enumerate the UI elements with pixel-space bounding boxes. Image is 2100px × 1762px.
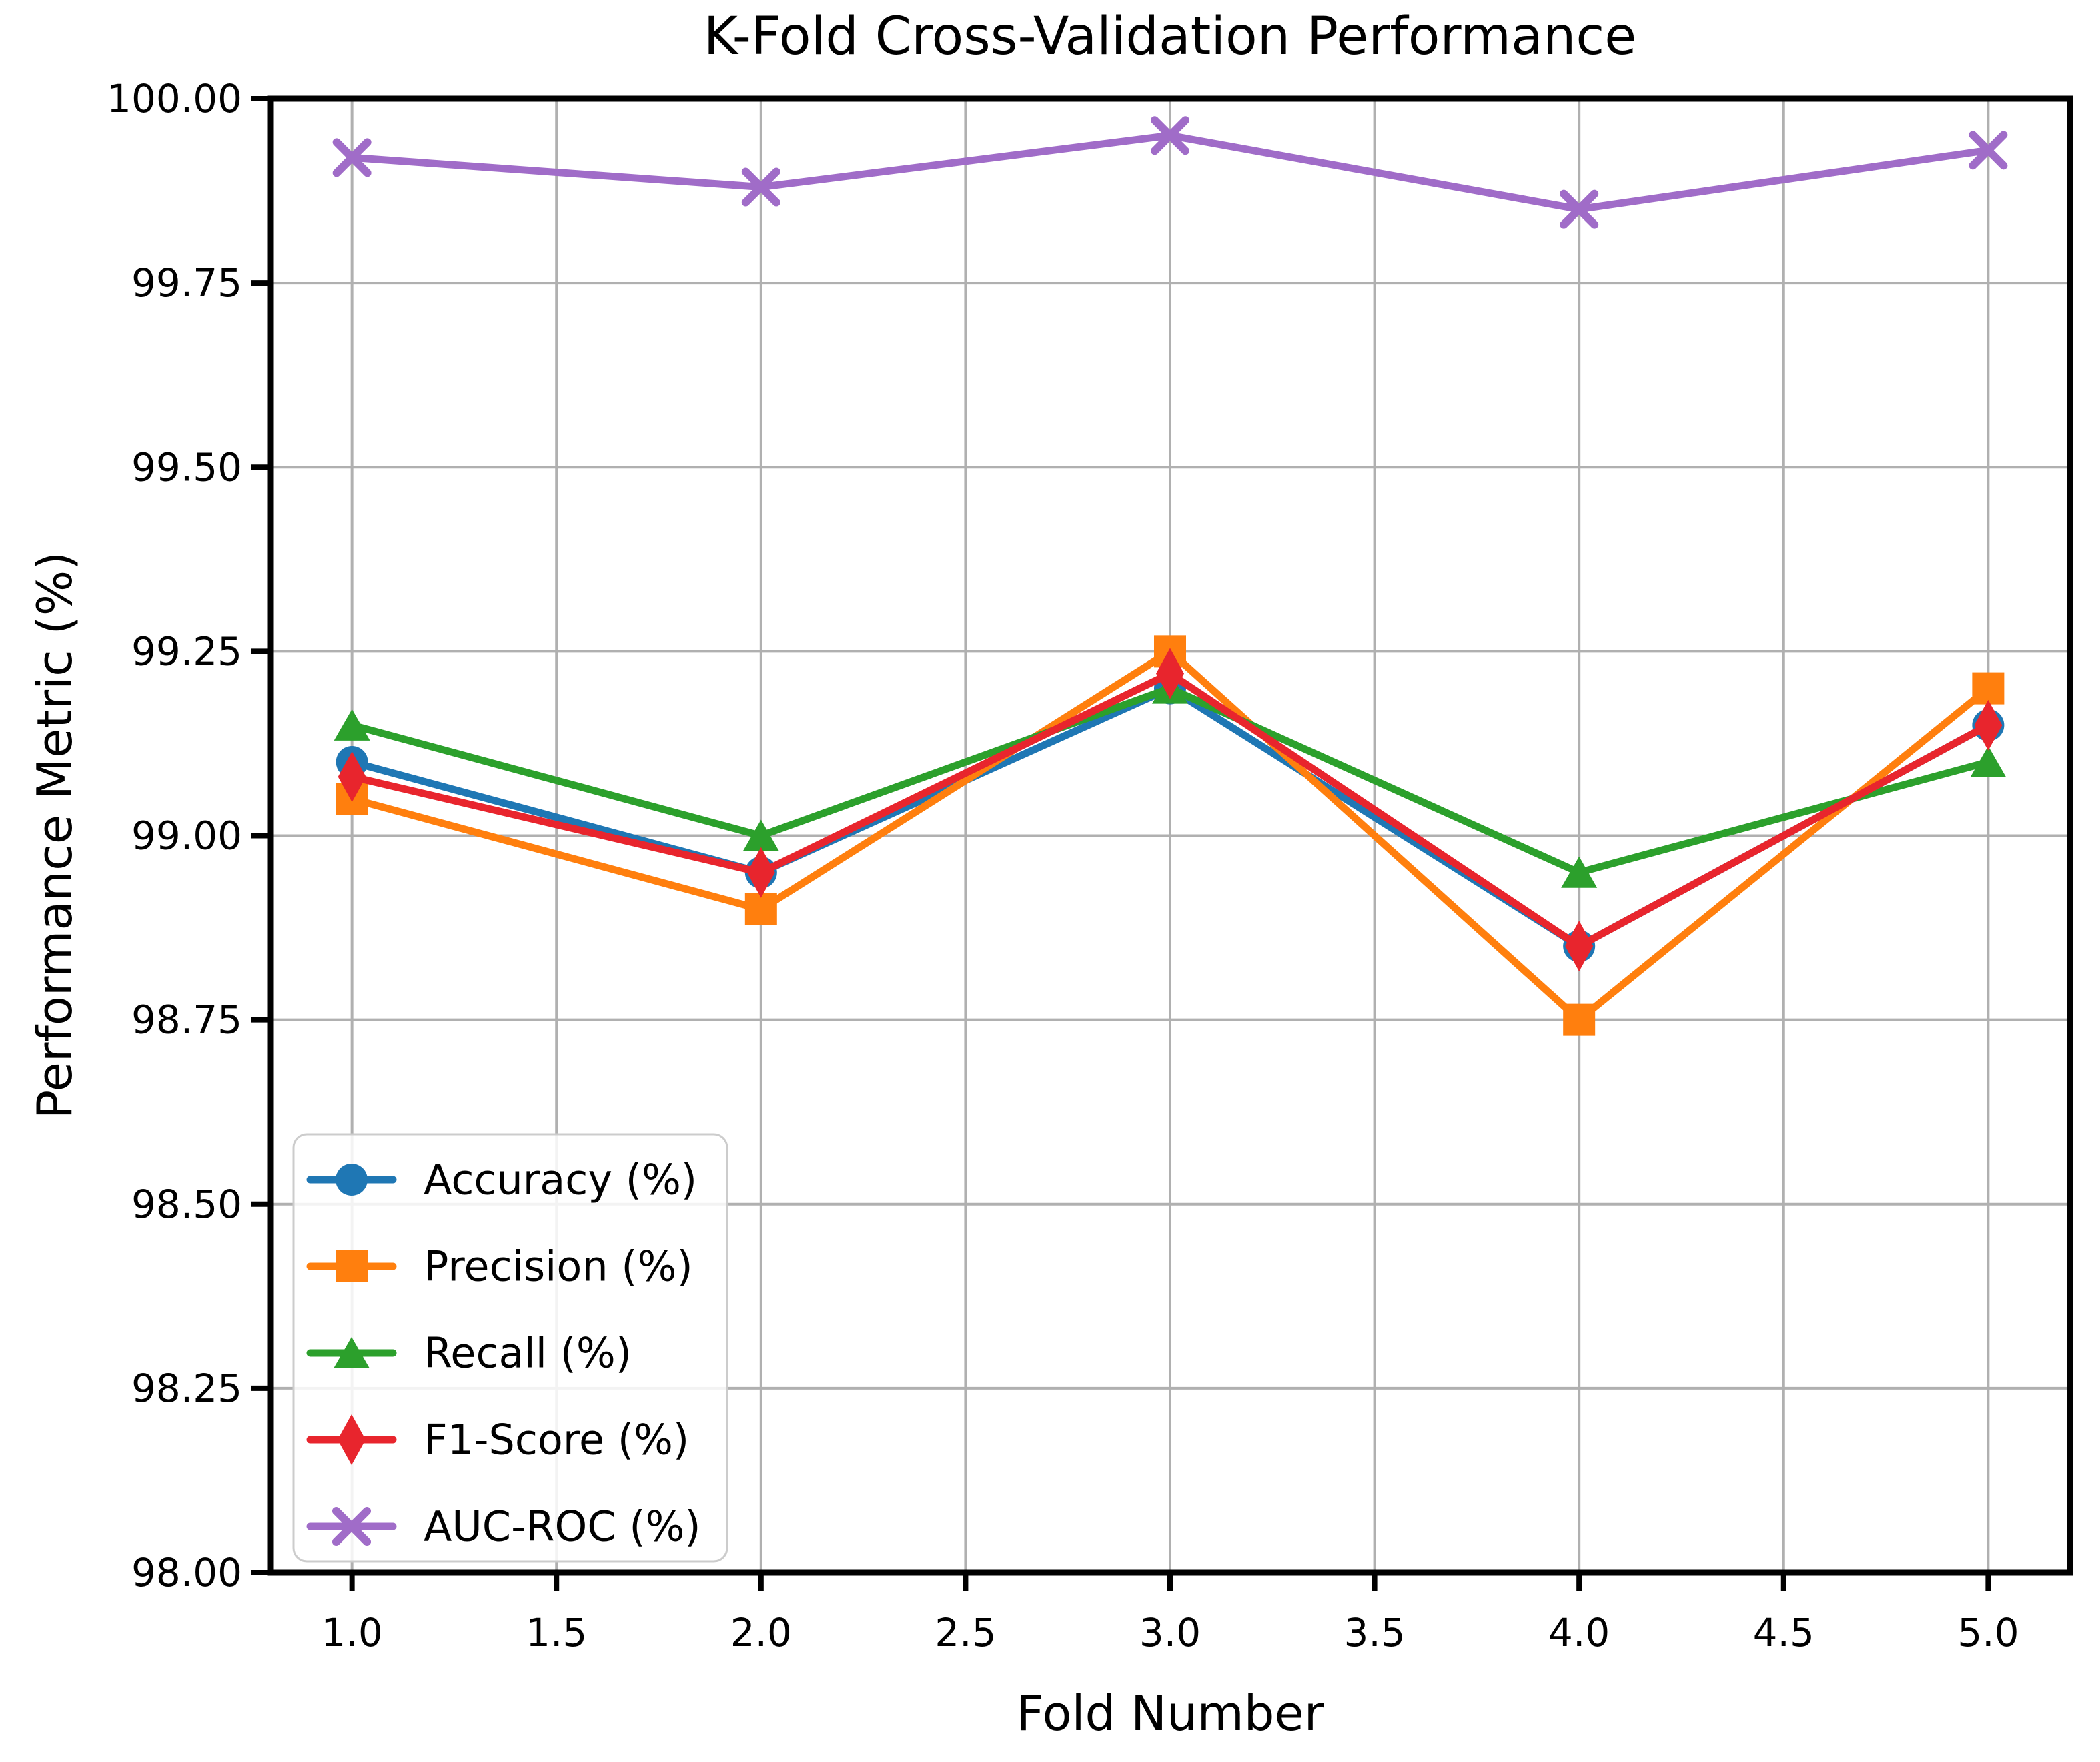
series-auc-roc- [332,116,2008,229]
y-tick-label: 98.00 [131,1550,242,1595]
data-point-marker [1151,116,1189,155]
legend-item: Recall (%) [306,1329,632,1378]
y-tick-label: 98.50 [131,1182,242,1227]
data-point-marker [1565,921,1594,972]
x-tick-label: 3.0 [1139,1610,1201,1655]
y-tick-label: 100.00 [107,76,242,121]
legend-item: F1-Score (%) [306,1414,689,1465]
legend-label: AUC-ROC (%) [424,1502,701,1551]
y-tick-label: 98.25 [131,1366,242,1411]
legend-item: Precision (%) [306,1242,693,1291]
x-tick-label: 5.0 [1957,1610,2019,1655]
series-f1-score- [338,648,2003,972]
data-point-marker [1974,699,2003,751]
legend-label: Recall (%) [424,1329,632,1378]
axes-spines [267,95,2073,1576]
data-point-marker [338,751,366,803]
x-tick-label: 1.5 [526,1610,587,1655]
y-tick-label: 99.75 [131,260,242,306]
legend-sample-marker [332,1507,371,1546]
data-point-marker [742,819,779,851]
data-point-marker [744,893,777,925]
x-axis-title: Fold Number [1016,1685,1324,1741]
legend-sample-marker [336,1164,368,1196]
x-tick-label: 4.5 [1753,1610,1814,1655]
tick-layer: 98.00 98.25 98.50 98.75 99.00 99.25 99.50 99.75… [107,76,2019,1655]
data-point-marker [1560,189,1599,229]
data-point-marker [741,167,780,207]
data-point-marker [1969,131,2008,170]
legend-sample-marker [338,1414,366,1465]
data-point-marker [746,847,775,898]
x-tick-label: 1.0 [322,1610,383,1655]
legend-item: Accuracy (%) [306,1156,697,1204]
legend-label: F1-Score (%) [424,1416,689,1464]
data-point-marker [1972,672,2005,705]
x-tick-label: 3.5 [1344,1610,1405,1655]
x-tick-label: 2.5 [935,1610,996,1655]
chart-title: K-Fold Cross-Validation Performance [703,7,1637,67]
y-tick-label: 99.25 [131,628,242,674]
data-point-marker [1561,856,1598,888]
legend-sample-marker [334,1337,370,1368]
data-point-marker [1970,746,2007,778]
legend-label: Accuracy (%) [424,1156,697,1204]
y-tick-label: 99.50 [131,444,242,490]
data-point-marker [1563,1003,1596,1036]
data-point-marker [1156,648,1184,699]
data-point-marker [332,138,372,177]
legend-frame [292,1133,728,1563]
x-tick-label: 2.0 [730,1610,792,1655]
y-tick-label: 99.00 [131,813,242,859]
y-tick-label: 98.75 [131,997,242,1043]
legend-sample-marker [336,1250,368,1282]
data-point-marker [334,709,370,741]
legend: Accuracy (%) Precision (%) Recall (%) F1-Sc… [292,1133,728,1563]
series-layer [332,116,2008,1036]
legend-label: Precision (%) [424,1242,693,1291]
x-tick-label: 4.0 [1548,1610,1610,1655]
legend-item: AUC-ROC (%) [306,1502,701,1551]
y-axis-title: Performance Metric (%) [27,551,83,1120]
